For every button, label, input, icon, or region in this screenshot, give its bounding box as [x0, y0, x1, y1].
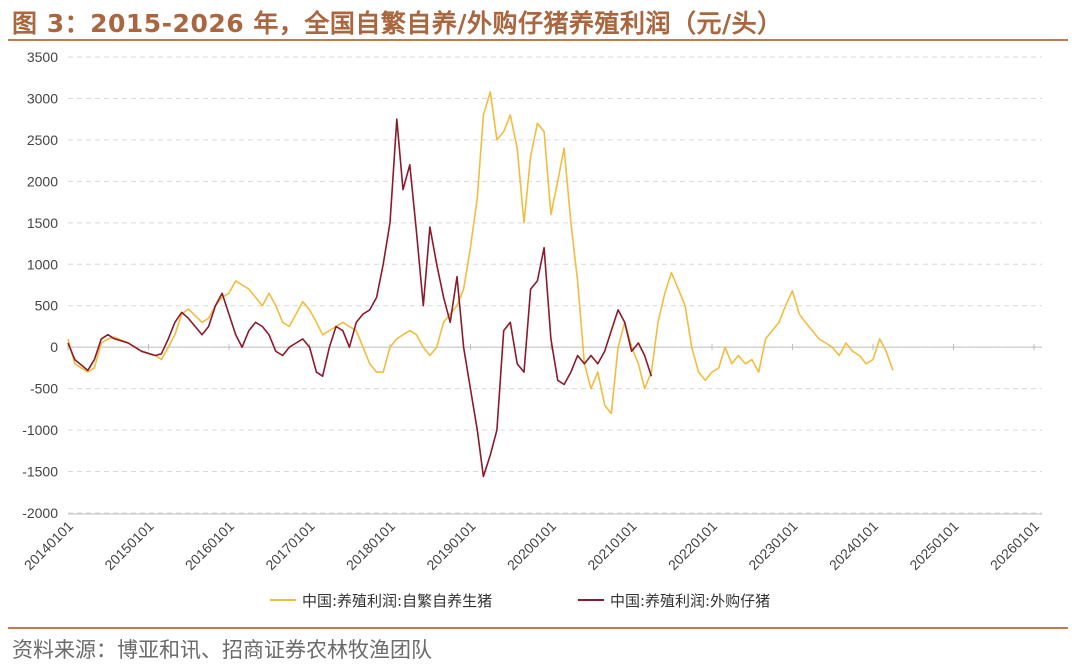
y-tick-label: -500	[30, 381, 58, 397]
grid-lines	[68, 56, 1042, 514]
series-line-2	[67, 118, 653, 478]
x-tick-label: 20200101	[504, 518, 560, 574]
x-tick-label: 20160101	[182, 518, 238, 574]
x-tick-label: 20240101	[826, 518, 882, 574]
legend-label-1: 中国:养殖利润:自繁自养生猪	[302, 592, 492, 610]
y-tick-label: 500	[35, 298, 59, 314]
x-tick-label: 20220101	[665, 518, 721, 574]
series-lines	[67, 91, 894, 478]
x-tick-label: 20140101	[21, 518, 77, 574]
x-tick-label: 20250101	[906, 518, 962, 574]
x-tick-label: 20190101	[423, 518, 479, 574]
x-tick-label: 20180101	[343, 518, 399, 574]
x-axis: 20140101 20150101 20160101 20170101 20180101…	[21, 344, 1043, 574]
source-divider	[8, 627, 1068, 629]
line-chart: 3500 3000 2500 2000 1500 1000 500 0 -500 -1000 -15…	[21, 49, 1043, 610]
y-tick-label: -1000	[22, 422, 58, 438]
x-tick-label: 20150101	[101, 518, 157, 574]
x-tick-label: 20170101	[262, 518, 318, 574]
chart-title: 图 3：2015-2026 年，全国自繁自养/外购仔猪养殖利润（元/头）	[12, 9, 783, 38]
title-divider	[8, 39, 1068, 41]
y-tick-label: 3000	[27, 90, 58, 106]
y-tick-label: 3500	[27, 49, 58, 65]
y-tick-label: 0	[50, 339, 58, 355]
y-tick-label: -1500	[22, 464, 58, 480]
y-axis-ticks: 3500 3000 2500 2000 1500 1000 500 0 -500 -1000 -15…	[22, 49, 58, 521]
y-tick-label: 1000	[27, 256, 58, 272]
x-tick-label: 20230101	[745, 518, 801, 574]
y-tick-label: 1500	[27, 215, 58, 231]
y-tick-label: -2000	[22, 505, 58, 521]
y-tick-label: 2000	[27, 173, 58, 189]
series-line-1	[67, 91, 894, 415]
x-tick-label: 20260101	[987, 518, 1043, 574]
x-tick-label: 20210101	[584, 518, 640, 574]
legend-label-2: 中国:养殖利润:外购仔猪	[610, 592, 770, 610]
y-tick-label: 2500	[27, 132, 58, 148]
source-note: 资料来源：博亚和讯、招商证券农林牧渔团队	[12, 638, 432, 662]
legend: 中国:养殖利润:自繁自养生猪 中国:养殖利润:外购仔猪	[270, 592, 770, 610]
